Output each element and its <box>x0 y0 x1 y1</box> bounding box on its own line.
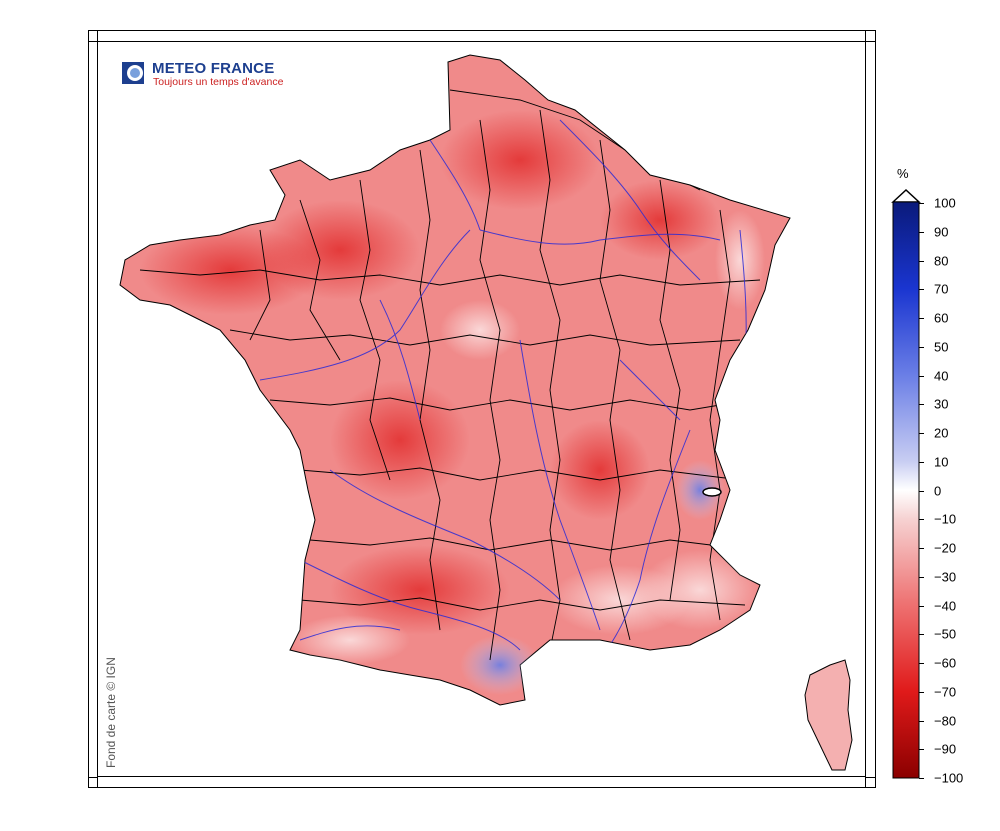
frame-corner-tick <box>865 777 866 788</box>
frame-corner-tick <box>88 777 97 778</box>
legend-tick <box>919 318 924 319</box>
legend-colorbar <box>891 188 921 779</box>
map-frame-outer <box>88 30 876 788</box>
legend-label: 90 <box>934 224 949 240</box>
legend-tick <box>919 231 924 233</box>
legend-unit: % <box>897 166 909 181</box>
legend-label: 60 <box>934 310 949 326</box>
river-network <box>259 119 747 651</box>
legend-tick <box>919 289 924 291</box>
legend-label: −40 <box>934 598 957 613</box>
legend-label: −50 <box>934 626 957 642</box>
map-credit: Fond de carte © IGN <box>104 657 118 768</box>
alpine-lakes <box>702 487 722 497</box>
logo-tagline: Toujours un temps d'avance <box>153 76 284 88</box>
frame-corner-tick <box>865 30 866 41</box>
legend-label: 80 <box>934 253 949 268</box>
meteo-france-logo-icon <box>122 62 144 84</box>
frame-corner-tick <box>866 41 876 42</box>
legend-tick <box>919 490 924 492</box>
department-borders <box>139 89 761 661</box>
legend-label: −20 <box>934 540 957 556</box>
legend-tick <box>919 778 924 779</box>
legend-tick <box>919 519 924 521</box>
legend-tick <box>919 346 924 348</box>
legend-tick <box>919 576 924 578</box>
legend-label: 30 <box>934 396 949 412</box>
legend-label: 20 <box>934 425 949 441</box>
legend-label: −80 <box>934 713 957 728</box>
legend-label: 40 <box>934 368 949 383</box>
legend-tick <box>919 461 924 463</box>
france-landmass <box>119 54 853 771</box>
legend-tick <box>919 375 924 377</box>
legend-label: −90 <box>934 741 957 757</box>
legend-tick <box>919 203 924 204</box>
legend-tick <box>919 605 924 607</box>
frame-corner-tick <box>97 777 98 788</box>
legend-tick <box>919 720 924 722</box>
legend-label: −60 <box>934 655 957 671</box>
legend-label: −10 <box>934 511 957 527</box>
logo-title: METEO FRANCE <box>152 60 275 77</box>
frame-corner-tick <box>866 777 876 778</box>
legend-tick <box>919 404 924 406</box>
legend-label: 50 <box>934 339 949 355</box>
legend-label: 10 <box>934 454 949 470</box>
legend-label: 0 <box>934 483 942 498</box>
legend-label: 70 <box>934 281 949 297</box>
legend-label: −100 <box>934 770 964 786</box>
legend-arrow-icon <box>891 188 921 203</box>
frame-corner-tick <box>88 41 97 42</box>
legend-tick <box>919 260 924 262</box>
legend-label: −70 <box>934 684 957 700</box>
legend-tick <box>919 548 924 549</box>
legend-label: −30 <box>934 569 957 585</box>
legend-tick <box>919 663 924 664</box>
frame-corner-tick <box>97 30 98 41</box>
legend-tick <box>919 749 924 751</box>
corsica-island <box>804 659 853 771</box>
legend-label: 100 <box>934 195 956 211</box>
legend-tick <box>919 691 924 693</box>
legend-tick <box>919 433 924 434</box>
map-frame-inner <box>97 41 866 777</box>
legend-tick <box>919 634 924 636</box>
